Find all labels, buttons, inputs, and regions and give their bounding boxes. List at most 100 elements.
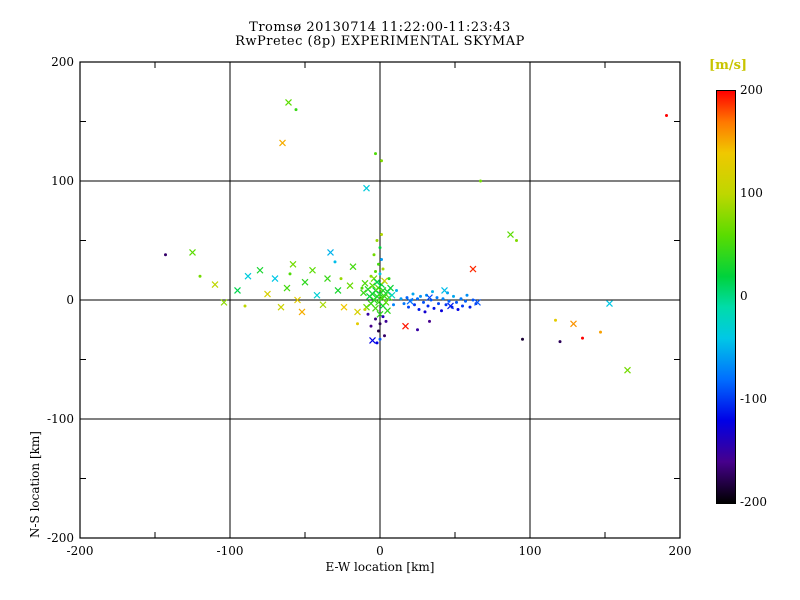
scatter-point (333, 260, 337, 264)
scatter-point (288, 272, 292, 276)
scatter-point (624, 366, 631, 374)
scatter-point (361, 279, 369, 287)
scatter-point (428, 319, 431, 323)
scatter-point (570, 320, 577, 328)
scatter-point (459, 297, 463, 301)
scatter-point (234, 287, 241, 294)
scatter-point (198, 274, 202, 278)
scatter-point (294, 296, 301, 304)
scatter-point (369, 324, 373, 328)
scatter-point (426, 304, 430, 308)
scatter-point (363, 184, 370, 192)
scatter-point (374, 317, 377, 321)
scatter-point (340, 303, 348, 311)
scatter-point (383, 334, 386, 338)
scatter-point (468, 305, 472, 309)
scatter-point (387, 277, 391, 281)
x-tick-label: -200 (66, 544, 94, 558)
scatter-point (441, 297, 445, 301)
colorbar-tick-label: 0 (740, 289, 748, 303)
scatter-point (377, 262, 380, 266)
colorbar-unit-label: [m/s] (708, 58, 748, 73)
scatter-point (244, 272, 252, 280)
scatter-point (469, 265, 477, 273)
scatter-point (301, 278, 309, 286)
scatter-point (402, 322, 409, 330)
scatter-point (378, 246, 382, 250)
scatter-point (422, 300, 425, 304)
colorbar-tick-label: 100 (740, 186, 763, 200)
scatter-point (380, 233, 383, 237)
scatter-point (387, 284, 394, 292)
scatter-point (444, 303, 448, 307)
scatter-point (264, 290, 271, 298)
scatter-point (474, 298, 481, 306)
scatter-points (164, 99, 668, 374)
scatter-point (346, 282, 354, 290)
scatter-point (380, 258, 383, 262)
scatter-point (327, 248, 334, 256)
scatter-point (313, 291, 321, 299)
scatter-point (581, 336, 584, 340)
scatter-point (381, 267, 385, 271)
scatter-point (380, 159, 383, 163)
y-axis-label: N-S location [km] (28, 431, 42, 538)
scatter-point (432, 306, 436, 310)
scatter-point (289, 260, 297, 268)
scatter-point (416, 328, 419, 332)
scatter-point (271, 275, 279, 283)
scatter-point (447, 299, 451, 303)
scatter-point (437, 302, 440, 306)
scatter-point (324, 275, 331, 283)
scatter-point (360, 289, 367, 297)
scatter-point (277, 303, 285, 311)
x-tick-label: 100 (518, 544, 542, 558)
scatter-point (521, 337, 524, 341)
scatter-point (309, 266, 316, 274)
scatter-point (515, 239, 518, 242)
scatter-point (464, 299, 467, 303)
scatter-point (372, 304, 379, 312)
scatter-point (375, 298, 382, 306)
scatter-point (606, 300, 613, 307)
scatter-point (423, 310, 427, 314)
scatter-point (334, 287, 342, 294)
scatter-point (349, 263, 357, 271)
y-tick-label: 100 (51, 174, 74, 188)
scatter-point (360, 286, 364, 290)
scatter-point (189, 248, 196, 256)
scatter-point (479, 179, 482, 183)
scatter-point (377, 329, 380, 333)
scatter-point (382, 298, 390, 306)
scatter-point (384, 307, 391, 315)
scatter-point (374, 152, 377, 156)
scatter-point (369, 337, 376, 344)
scatter-point (374, 269, 377, 273)
y-tick-label: 0 (66, 293, 74, 307)
scatter-point (366, 312, 370, 316)
scatter-point (378, 272, 382, 276)
scatter-point (455, 300, 458, 304)
colorbar-tick-label: -100 (740, 392, 767, 406)
scatter-point (354, 308, 361, 316)
scatter-point (395, 288, 398, 292)
grid-lines (79, 61, 681, 539)
scatter-point (164, 253, 167, 257)
colorbar-tick-label: 200 (740, 83, 763, 97)
scatter-point (399, 297, 403, 301)
velocity-colorbar (716, 90, 736, 504)
scatter-point (419, 294, 422, 298)
scatter-point (471, 298, 475, 302)
scatter-point (384, 319, 388, 323)
scatter-point (461, 304, 464, 308)
scatter-point (381, 277, 388, 285)
colorbar-tick-label: -200 (740, 495, 767, 509)
scatter-point (426, 294, 433, 302)
scatter-point (211, 281, 219, 288)
scatter-point (554, 318, 557, 322)
scatter-point (220, 298, 228, 306)
scatter-point (447, 302, 454, 310)
scatter-point (375, 239, 379, 242)
x-tick-label: 0 (376, 544, 384, 558)
